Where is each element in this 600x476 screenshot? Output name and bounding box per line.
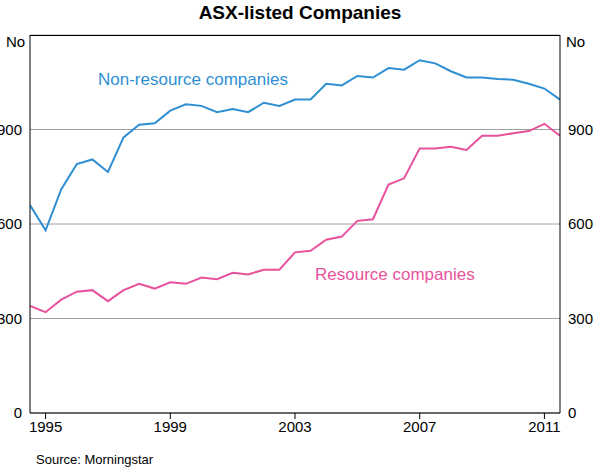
svg-text:900: 900 xyxy=(568,121,592,138)
html-text:Resource companies: Resource companies xyxy=(315,265,475,284)
svg-text:2007: 2007 xyxy=(403,418,436,435)
svg-text:900: 900 xyxy=(8,121,22,138)
svg-text:600: 600 xyxy=(8,215,22,232)
html-text:No: No xyxy=(566,33,586,50)
html-text:No: No xyxy=(6,33,26,50)
svg-text:0: 0 xyxy=(14,404,22,421)
svg-text:0: 0 xyxy=(568,404,576,421)
svg-text:300: 300 xyxy=(568,310,592,327)
html-text:Source: Morningstar: Source: Morningstar xyxy=(36,452,154,467)
html-text:Non-resource companies: Non-resource companies xyxy=(98,70,288,89)
svg-text:2011: 2011 xyxy=(528,418,560,435)
html-text:ASX-listed Companies: ASX-listed Companies xyxy=(198,2,402,23)
svg-text:600: 600 xyxy=(568,215,592,232)
svg-text:300: 300 xyxy=(8,310,22,327)
svg-text:1999: 1999 xyxy=(154,418,187,435)
svg-text:1995: 1995 xyxy=(29,418,62,435)
svg-text:2003: 2003 xyxy=(278,418,311,435)
